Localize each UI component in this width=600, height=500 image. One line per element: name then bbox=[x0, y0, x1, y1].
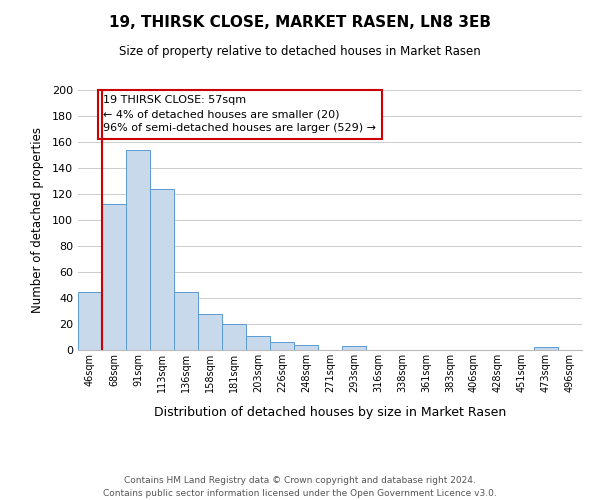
Text: 19 THIRSK CLOSE: 57sqm
← 4% of detached houses are smaller (20)
96% of semi-deta: 19 THIRSK CLOSE: 57sqm ← 4% of detached … bbox=[103, 95, 376, 133]
X-axis label: Distribution of detached houses by size in Market Rasen: Distribution of detached houses by size … bbox=[154, 406, 506, 419]
Bar bbox=[534, 348, 558, 350]
Bar bbox=[270, 342, 294, 350]
Bar bbox=[174, 292, 198, 350]
Bar bbox=[222, 324, 246, 350]
Bar bbox=[198, 314, 222, 350]
Y-axis label: Number of detached properties: Number of detached properties bbox=[31, 127, 44, 313]
Bar bbox=[342, 346, 366, 350]
Bar bbox=[246, 336, 270, 350]
Bar bbox=[150, 189, 174, 350]
Bar bbox=[294, 345, 318, 350]
Bar bbox=[102, 204, 126, 350]
Bar bbox=[78, 292, 102, 350]
Text: Size of property relative to detached houses in Market Rasen: Size of property relative to detached ho… bbox=[119, 45, 481, 58]
Text: Contains HM Land Registry data © Crown copyright and database right 2024.
Contai: Contains HM Land Registry data © Crown c… bbox=[103, 476, 497, 498]
Bar bbox=[126, 150, 150, 350]
Text: 19, THIRSK CLOSE, MARKET RASEN, LN8 3EB: 19, THIRSK CLOSE, MARKET RASEN, LN8 3EB bbox=[109, 15, 491, 30]
